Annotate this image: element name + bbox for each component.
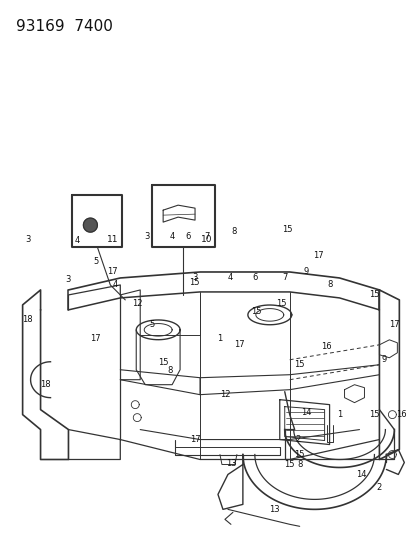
Text: 15: 15 bbox=[368, 290, 379, 300]
Text: 17: 17 bbox=[234, 340, 244, 349]
Text: 4: 4 bbox=[169, 232, 174, 241]
Text: 18: 18 bbox=[22, 315, 33, 324]
Text: 4: 4 bbox=[227, 273, 232, 282]
Text: 9: 9 bbox=[303, 268, 308, 276]
Text: 3: 3 bbox=[25, 236, 30, 245]
Text: 17: 17 bbox=[90, 334, 101, 343]
Text: 10: 10 bbox=[200, 235, 211, 244]
Text: 2: 2 bbox=[376, 483, 381, 492]
Text: 11: 11 bbox=[107, 235, 118, 244]
Text: 1: 1 bbox=[216, 334, 221, 343]
Text: 9: 9 bbox=[381, 356, 386, 364]
Text: 7: 7 bbox=[204, 232, 209, 241]
Text: 15: 15 bbox=[294, 450, 304, 459]
Text: 17: 17 bbox=[388, 320, 399, 329]
Text: 6: 6 bbox=[185, 232, 191, 241]
Text: 13: 13 bbox=[226, 459, 237, 467]
Text: 15: 15 bbox=[284, 460, 294, 469]
Text: 15: 15 bbox=[294, 360, 304, 369]
Text: 6: 6 bbox=[252, 273, 257, 282]
Text: 13: 13 bbox=[269, 505, 280, 514]
Text: 93169  7400: 93169 7400 bbox=[16, 19, 112, 34]
Text: 17: 17 bbox=[107, 268, 117, 276]
Text: 15: 15 bbox=[282, 225, 292, 234]
Text: 8: 8 bbox=[326, 280, 332, 289]
Text: 8: 8 bbox=[230, 228, 236, 237]
Text: 8: 8 bbox=[296, 460, 301, 469]
Text: 17: 17 bbox=[312, 252, 323, 260]
Text: 7: 7 bbox=[281, 273, 287, 282]
Text: 15: 15 bbox=[368, 410, 379, 419]
Text: 3: 3 bbox=[192, 273, 197, 282]
Text: 1: 1 bbox=[336, 410, 342, 419]
Text: 15: 15 bbox=[189, 278, 199, 287]
Text: 14: 14 bbox=[300, 408, 311, 417]
Text: 17: 17 bbox=[189, 435, 200, 444]
Text: 15: 15 bbox=[158, 358, 169, 367]
Text: 12: 12 bbox=[219, 390, 230, 399]
Text: 5: 5 bbox=[149, 320, 154, 329]
Text: 4: 4 bbox=[112, 280, 118, 289]
Text: 16: 16 bbox=[320, 342, 331, 351]
Text: 3: 3 bbox=[144, 232, 150, 241]
Text: 15: 15 bbox=[275, 299, 286, 308]
Text: 18: 18 bbox=[40, 380, 51, 389]
Polygon shape bbox=[83, 218, 97, 232]
Text: 8: 8 bbox=[167, 366, 172, 375]
Text: 4: 4 bbox=[74, 237, 79, 246]
Text: 2: 2 bbox=[294, 435, 300, 444]
Text: 15: 15 bbox=[251, 307, 261, 316]
Text: 16: 16 bbox=[395, 410, 406, 419]
Text: 3: 3 bbox=[66, 276, 71, 285]
Text: 5: 5 bbox=[93, 257, 98, 265]
Text: 12: 12 bbox=[131, 299, 142, 308]
Text: 14: 14 bbox=[355, 470, 366, 479]
